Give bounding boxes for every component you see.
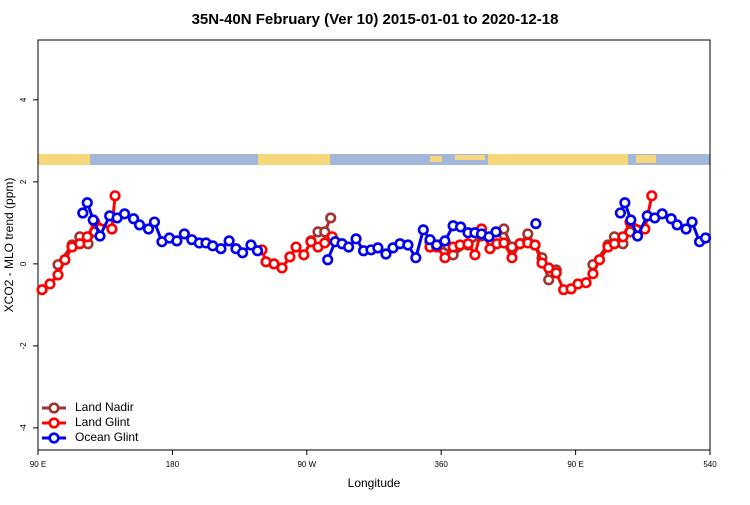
y-axis-label: XCO2 - MLO trend (ppm): [2, 178, 16, 313]
data-point: [483, 231, 495, 243]
data-point: [543, 262, 555, 274]
map-strip: [38, 154, 710, 165]
plot-frame: [37, 39, 711, 451]
data-point: [699, 232, 712, 244]
data-point: [380, 248, 392, 260]
data-point: [36, 284, 48, 296]
legend-label: Land Glint: [75, 415, 130, 429]
data-point: [580, 277, 592, 289]
legend-marker: [48, 432, 60, 444]
data-point: [87, 214, 99, 226]
data-point: [410, 252, 422, 264]
data-point: [462, 238, 474, 250]
data-point: [372, 242, 384, 254]
data-point: [245, 239, 257, 251]
data-point: [656, 208, 668, 220]
legend-label: Land Nadir: [75, 400, 134, 414]
data-point: [305, 236, 317, 248]
x-tick-label: 540: [703, 460, 717, 469]
data-point: [106, 223, 118, 235]
data-point: [251, 245, 264, 257]
data-point: [671, 219, 683, 231]
data-point: [276, 262, 288, 274]
data-point: [59, 254, 71, 266]
data-point: [455, 221, 467, 233]
data-point: [469, 249, 481, 261]
data-point: [680, 223, 692, 235]
data-point: [109, 190, 121, 202]
data-point: [215, 243, 227, 255]
data-point: [350, 233, 362, 245]
data-point: [142, 223, 155, 235]
data-point: [529, 239, 541, 251]
data-point: [631, 230, 644, 242]
data-point: [290, 241, 302, 253]
data-point: [171, 235, 183, 247]
data-point: [81, 197, 93, 209]
data-point: [686, 216, 698, 228]
data-point: [543, 274, 555, 286]
y-tick-label: -4: [19, 424, 28, 432]
x-tick-label: 90 W: [297, 460, 316, 469]
data-point: [625, 214, 637, 226]
chart-title: 35N-40N February (Ver 10) 2015-01-01 to …: [192, 11, 559, 28]
data-point: [402, 239, 414, 251]
x-tick-label: 360: [435, 460, 449, 469]
legend-marker: [48, 402, 60, 414]
data-point: [593, 254, 606, 266]
data-point: [133, 219, 146, 231]
data-point: [522, 228, 534, 240]
data-point: [439, 252, 451, 264]
y-tick-label: -2: [19, 342, 28, 350]
data-point: [223, 235, 235, 247]
data-point: [646, 190, 658, 202]
legend-marker: [48, 417, 60, 429]
legend-label: Ocean Glint: [75, 430, 139, 444]
data-point: [343, 241, 355, 253]
data-point: [608, 238, 621, 250]
data-point: [148, 216, 161, 228]
data-point: [319, 226, 331, 238]
data-point: [530, 218, 542, 230]
x-tick-label: 90 E: [567, 460, 583, 469]
data-point: [298, 249, 310, 261]
data-point: [614, 207, 627, 219]
data-point: [319, 237, 331, 249]
y-tick-label: 0: [19, 261, 28, 266]
data-point: [439, 235, 451, 247]
data-point: [74, 238, 86, 250]
y-tick-label: 4: [19, 97, 28, 102]
data-point: [506, 252, 518, 264]
data-point: [81, 231, 93, 243]
data-point: [587, 268, 599, 280]
data-point: [236, 247, 249, 259]
data-point: [490, 226, 502, 238]
data-point: [417, 224, 429, 236]
data-point: [498, 237, 510, 249]
data-point: [325, 212, 337, 224]
data-point: [619, 197, 631, 209]
x-tick-label: 90 E: [30, 460, 46, 469]
data-point: [617, 231, 629, 243]
data-point: [52, 269, 64, 281]
y-tick-label: 2: [19, 179, 28, 184]
data-point: [77, 207, 89, 219]
data-point: [94, 230, 106, 242]
data-point: [322, 254, 334, 266]
data-point: [550, 267, 562, 279]
data-point: [431, 239, 443, 251]
data-point: [119, 208, 131, 220]
data-point: [44, 278, 56, 290]
x-tick-label: 180: [166, 460, 180, 469]
x-axis-label: Longitude: [348, 476, 401, 490]
data-point: [178, 228, 190, 240]
data-point: [284, 251, 296, 263]
